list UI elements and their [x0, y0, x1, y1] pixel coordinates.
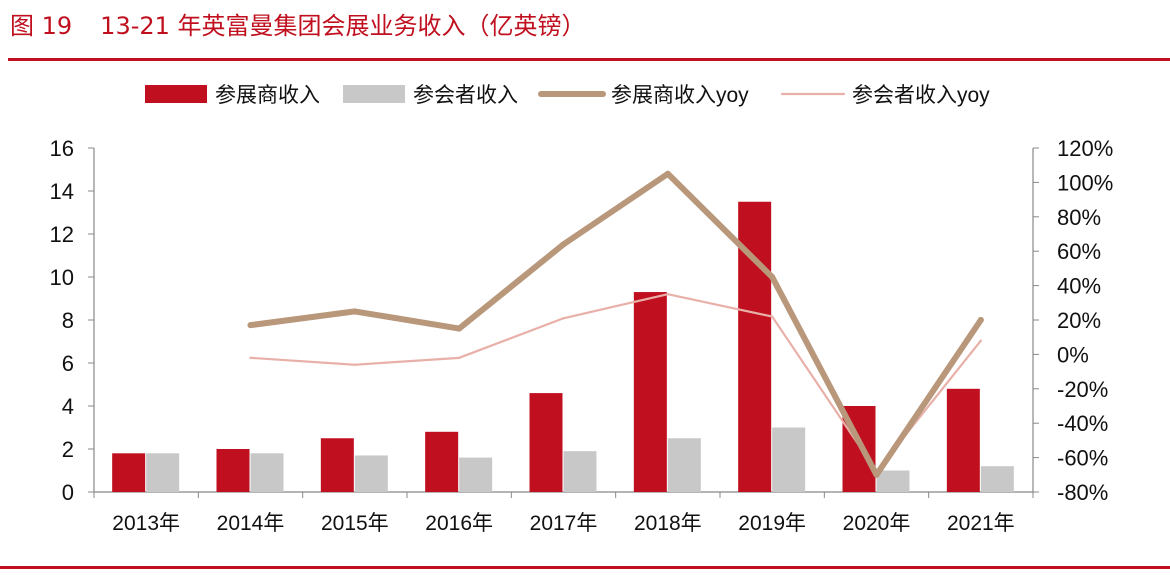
right-tick-label: 20% — [1057, 308, 1101, 333]
x-tick-label: 2021年 — [947, 512, 1015, 535]
x-tick-label: 2017年 — [530, 512, 598, 535]
attendee-revenue-bar — [459, 457, 493, 492]
attendee-yoy-point — [353, 363, 356, 366]
legend-exhibitor-revenue-swatch — [145, 85, 207, 103]
bottom-rule — [0, 566, 1170, 569]
figure-title: 图 19 13-21 年英富曼集团会展业务收入（亿英镑） — [10, 6, 586, 41]
exhibitor-revenue-bar — [320, 438, 354, 492]
left-tick-label: 6 — [62, 351, 74, 376]
x-tick-label: 2019年 — [738, 512, 806, 535]
legend-attendee-yoy: 参会者收入yoy — [780, 84, 990, 107]
attendee-yoy-point — [666, 293, 669, 296]
attendee-yoy-point — [458, 356, 461, 359]
right-tick-label: 40% — [1057, 274, 1101, 299]
attendee-revenue-bar — [354, 455, 388, 492]
legend-attendee-revenue-label: 参会者收入 — [413, 84, 518, 107]
exhibitor-yoy-line — [247, 170, 984, 478]
exhibitor-yoy-point — [977, 317, 984, 323]
right-tick-label: -40% — [1057, 411, 1108, 436]
left-tick-label: 10 — [50, 265, 74, 290]
right-tick-label: 100% — [1057, 170, 1113, 195]
left-tick-label: 8 — [62, 308, 74, 333]
legend-exhibitor-yoy: 参展商收入yoy — [538, 84, 749, 107]
top-rule — [8, 58, 1170, 61]
left-tick-label: 16 — [50, 136, 74, 161]
legend-exhibitor-revenue: 参展商收入 — [145, 84, 320, 107]
x-tick-label: 2015年 — [321, 512, 389, 535]
exhibitor-yoy-point — [664, 170, 671, 177]
exhibitor-revenue-bar — [633, 292, 667, 492]
bars — [112, 201, 1014, 492]
right-tick-label: -80% — [1057, 480, 1108, 505]
left-tick-label: 4 — [62, 394, 74, 419]
exhibitor-revenue-bar — [946, 388, 980, 492]
legend-attendee-yoy-label: 参会者收入yoy — [852, 84, 990, 107]
attendee-yoy-point — [562, 317, 565, 320]
right-tick-label: 0% — [1057, 342, 1089, 367]
figure-label: 图 19 — [10, 12, 73, 40]
attendee-revenue-bar — [980, 466, 1014, 492]
right-tick-label: -60% — [1057, 446, 1108, 471]
left-tick-label: 2 — [62, 437, 74, 462]
exhibitor-yoy-point — [769, 274, 776, 280]
left-tick-label: 12 — [50, 222, 74, 247]
attendee-revenue-bar — [772, 427, 806, 492]
exhibitor-revenue-bar — [425, 431, 459, 492]
legend-attendee-revenue-swatch — [343, 85, 405, 103]
exhibitor-yoy-point — [560, 241, 567, 248]
exhibitor-yoy-point — [351, 308, 358, 315]
right-tick-label: -20% — [1057, 377, 1108, 402]
x-tick-label: 2020年 — [843, 512, 911, 535]
x-tick-label: 2013年 — [112, 512, 180, 535]
exhibitor-revenue-bar — [216, 449, 250, 492]
x-tick-label: 2016年 — [425, 512, 493, 535]
legend-exhibitor-revenue-label: 参展商收入 — [215, 84, 320, 107]
figure-title-text: 13-21 年英富曼集团会展业务收入（亿英镑） — [100, 12, 586, 40]
attendee-yoy-point — [249, 356, 252, 359]
attendee-yoy-point — [771, 315, 774, 318]
right-tick-label: 80% — [1057, 205, 1101, 230]
legend-exhibitor-yoy-label: 参展商收入yoy — [611, 84, 749, 107]
attendee-revenue-bar — [146, 453, 180, 492]
attendee-revenue-bar — [563, 451, 597, 492]
attendee-revenue-bar — [667, 438, 701, 492]
exhibitor-yoy-point — [873, 471, 880, 478]
exhibitor-revenue-bar — [112, 453, 146, 492]
right-tick-label: 120% — [1057, 136, 1113, 161]
x-tick-label: 2018年 — [634, 512, 702, 535]
x-tick-label: 2014年 — [217, 512, 285, 535]
left-tick-label: 0 — [62, 480, 74, 505]
exhibitor-yoy-point — [456, 325, 463, 332]
attendee-revenue-bar — [250, 453, 284, 492]
lines — [247, 170, 984, 478]
left-tick-label: 14 — [50, 179, 74, 204]
right-tick-label: 60% — [1057, 239, 1101, 264]
exhibitor-revenue-bar — [529, 393, 563, 492]
exhibitor-yoy-point — [247, 322, 254, 329]
legend-attendee-revenue: 参会者收入 — [343, 84, 518, 107]
attendee-revenue-bar — [876, 470, 910, 492]
legend: 参展商收入 参会者收入 参展商收入yoy 参会者收入yoy — [145, 84, 990, 107]
attendee-yoy-point — [979, 339, 982, 342]
